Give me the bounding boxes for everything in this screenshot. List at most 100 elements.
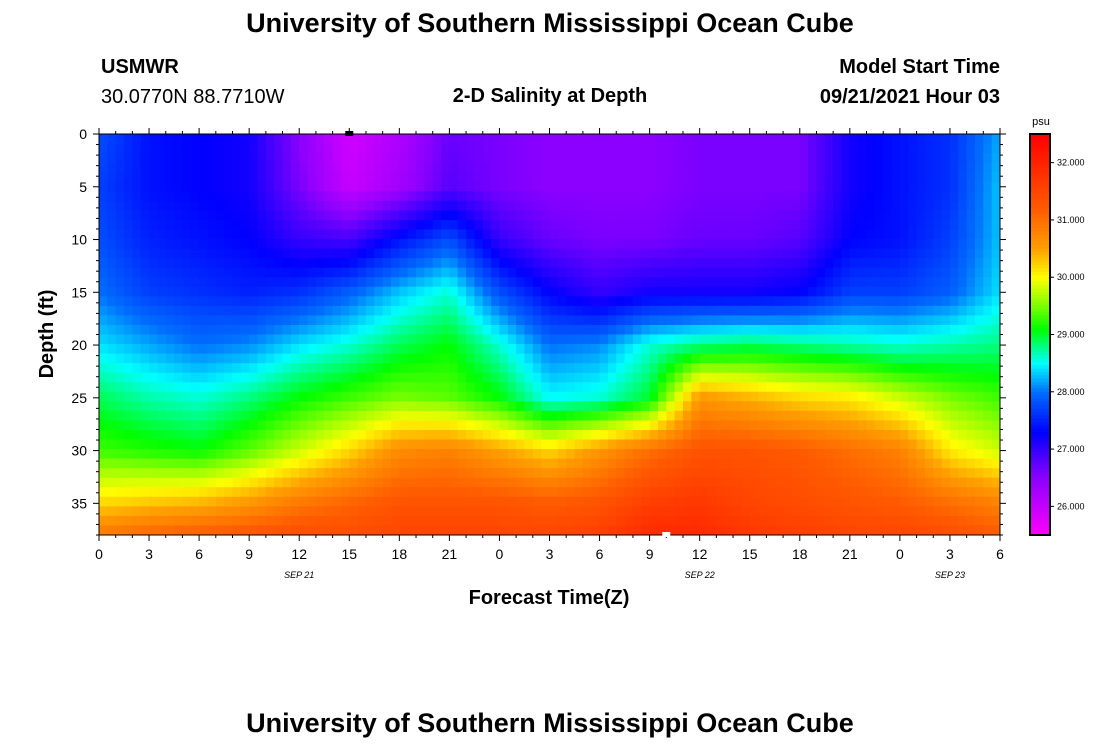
heatmap-cell <box>874 382 884 393</box>
heatmap-cell <box>566 239 576 250</box>
heatmap-cell <box>941 506 951 517</box>
heatmap-cell <box>457 219 467 231</box>
heatmap-cell <box>657 382 667 393</box>
heatmap-cell <box>491 496 501 507</box>
heatmap-cell <box>516 324 526 336</box>
heatmap-cell <box>282 305 292 317</box>
heatmap-cell <box>149 353 158 364</box>
heatmap-cell <box>290 391 300 402</box>
heatmap-cell <box>282 286 292 297</box>
heatmap-cell <box>833 382 843 393</box>
heatmap-cell <box>265 172 275 183</box>
heatmap-cell <box>749 429 759 441</box>
heatmap-cell <box>541 372 551 383</box>
heatmap-cell <box>574 496 584 507</box>
heatmap-cell <box>199 382 209 393</box>
heatmap-cell <box>966 334 976 345</box>
heatmap-cell <box>449 525 459 535</box>
heatmap-cell <box>641 172 651 183</box>
heatmap-cell <box>516 353 526 364</box>
heatmap-cell <box>340 181 350 192</box>
heatmap-cell <box>841 172 851 183</box>
heatmap-cell <box>799 372 809 383</box>
heatmap-cell <box>332 134 342 145</box>
heatmap-cell <box>566 286 576 297</box>
heatmap-cell <box>199 363 209 374</box>
heatmap-cell <box>924 487 934 498</box>
heatmap-cell <box>741 525 751 535</box>
heatmap-cell <box>357 468 367 479</box>
heatmap-cell <box>499 134 509 145</box>
heatmap-cell <box>974 258 984 269</box>
heatmap-cell <box>149 267 158 278</box>
heatmap-cell <box>365 210 375 221</box>
heatmap-cell <box>541 363 551 374</box>
heatmap-cell <box>232 305 242 317</box>
heatmap-cell <box>958 525 968 535</box>
heatmap-cell <box>708 153 717 164</box>
heatmap-cell <box>591 525 601 535</box>
heatmap-cell <box>199 420 209 431</box>
heatmap-cell <box>541 458 551 469</box>
heatmap-cell <box>758 258 767 269</box>
heatmap-cell <box>282 363 292 374</box>
heatmap-cell <box>983 439 993 450</box>
heatmap-cell <box>682 239 692 250</box>
heatmap-cell <box>941 496 951 507</box>
heatmap-cell <box>557 191 567 202</box>
heatmap-cell <box>132 487 142 498</box>
heatmap-cell <box>299 296 309 307</box>
heatmap-cell <box>657 515 667 527</box>
heatmap-cell <box>657 277 667 288</box>
heatmap-cell <box>240 134 250 145</box>
heatmap-cell <box>849 296 859 307</box>
colorbar-segment <box>1030 501 1050 506</box>
heatmap-cell <box>132 468 142 479</box>
heatmap-cell <box>457 420 467 431</box>
heatmap-cell <box>991 449 1000 460</box>
heatmap-cell <box>983 487 993 498</box>
heatmap-cell <box>741 162 751 173</box>
heatmap-cell <box>474 429 484 441</box>
heatmap-cell <box>124 219 133 231</box>
heatmap-cell <box>532 229 542 240</box>
heatmap-cell <box>641 487 651 498</box>
heatmap-cell <box>157 162 167 173</box>
heatmap-cell <box>340 248 350 259</box>
heatmap-cell <box>733 420 742 431</box>
heatmap-cell <box>908 219 918 231</box>
heatmap-cell <box>149 525 158 535</box>
heatmap-cell <box>257 458 267 469</box>
heatmap-cell <box>482 277 492 288</box>
heatmap-cell <box>257 353 267 364</box>
heatmap-cell <box>416 439 425 450</box>
heatmap-cell <box>165 372 175 383</box>
heatmap-cell <box>516 172 526 183</box>
heatmap-cell <box>883 153 893 164</box>
heatmap-cell <box>674 382 684 393</box>
heatmap-cell <box>474 334 484 345</box>
heatmap-cell <box>941 477 951 488</box>
heatmap-cell <box>507 200 517 211</box>
heatmap-cell <box>949 229 959 240</box>
heatmap-cell <box>240 363 250 374</box>
heatmap-cell <box>874 229 884 240</box>
heatmap-cell <box>332 429 342 441</box>
heatmap-cell <box>524 219 534 231</box>
heatmap-cell <box>157 468 167 479</box>
heatmap-cell <box>449 324 459 336</box>
heatmap-cell <box>224 267 234 278</box>
heatmap-cell <box>466 219 476 231</box>
heatmap-cell <box>157 401 167 412</box>
heatmap-cell <box>482 172 492 183</box>
heatmap-cell <box>808 296 818 307</box>
heatmap-cell <box>174 353 184 364</box>
heatmap-cell <box>374 239 384 250</box>
heatmap-cell <box>949 506 959 517</box>
heatmap-cell <box>99 525 108 535</box>
heatmap-cell <box>716 219 726 231</box>
colorbar-segment <box>1030 184 1050 189</box>
heatmap-cell <box>115 143 125 154</box>
heatmap-cell <box>240 305 250 317</box>
heatmap-cell <box>99 200 108 211</box>
